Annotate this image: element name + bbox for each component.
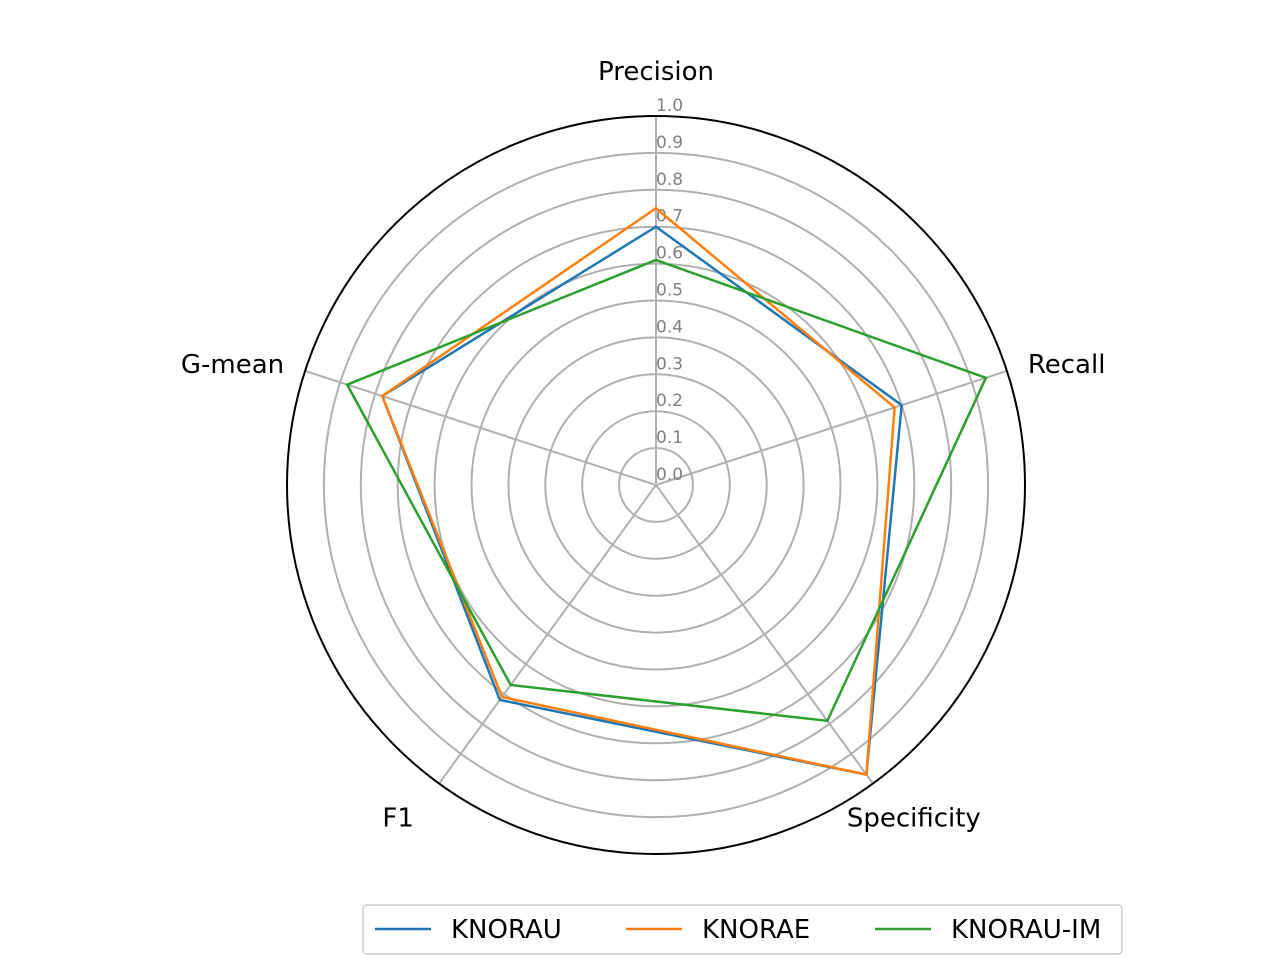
radial-tick-label: 0.7 (656, 207, 683, 227)
radial-tick-label: 0.5 (656, 281, 683, 301)
radial-tick-label: 0.8 (656, 170, 683, 190)
outer-frame (286, 115, 1026, 855)
axis-spokes (304, 116, 1008, 785)
radial-tick-label: 0.6 (656, 244, 683, 264)
axis-label-precision: Precision (598, 57, 714, 87)
series-line-knorau-im (345, 258, 988, 723)
legend-label-knorau-im: KNORAU-IM (951, 915, 1101, 945)
radial-tick-label: 0.4 (656, 317, 683, 337)
series-lines (345, 206, 988, 777)
axis-label-g-mean: G-mean (181, 350, 284, 380)
series-line-knorau (380, 225, 903, 777)
radial-tick-label: 0.0 (656, 465, 683, 485)
axis-label-f1: F1 (382, 803, 414, 833)
axis-spoke (655, 370, 1008, 486)
radial-tick-label: 0.3 (656, 354, 683, 374)
legend: KNORAU KNORAE KNORAU-IM (362, 904, 1123, 955)
radial-tick-labels: 0.0 0.1 0.2 0.3 0.4 0.5 0.6 0.7 0.8 0.9 1.0 (656, 96, 683, 485)
radial-tick-label: 0.9 (656, 133, 683, 153)
legend-frame (362, 904, 1123, 955)
legend-label-knorae: KNORAE (702, 915, 810, 945)
radial-tick-label: 0.1 (656, 428, 683, 448)
legend-label-knorau: KNORAU (451, 915, 562, 945)
radial-tick-label: 1.0 (656, 96, 683, 116)
axis-label-specificity: Specificity (847, 803, 981, 833)
axis-label-recall: Recall (1028, 350, 1106, 380)
radial-tick-label: 0.2 (656, 391, 683, 411)
axis-spoke (304, 370, 657, 486)
axis-spoke (438, 484, 657, 785)
axis-labels: Precision Recall Specificity F1 G-mean (181, 57, 1106, 833)
series-line-knorae (380, 206, 896, 777)
axis-spoke (655, 484, 874, 785)
